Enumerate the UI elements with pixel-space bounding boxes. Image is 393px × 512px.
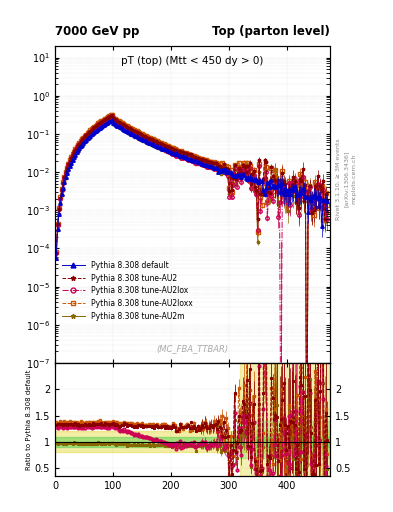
Y-axis label: Ratio to Pythia 8.308 default: Ratio to Pythia 8.308 default	[26, 369, 32, 470]
Text: (MC_FBA_TTBAR): (MC_FBA_TTBAR)	[156, 345, 229, 353]
Text: Top (parton level): Top (parton level)	[212, 26, 330, 38]
Text: mcplots.cern.ch: mcplots.cern.ch	[352, 154, 357, 204]
Text: 7000 GeV pp: 7000 GeV pp	[55, 26, 140, 38]
Bar	[55, 437, 330, 447]
Bar	[55, 432, 330, 453]
Text: [arXiv:1306.3436]: [arXiv:1306.3436]	[344, 151, 349, 207]
Legend: Pythia 8.308 default, Pythia 8.308 tune-AU2, Pythia 8.308 tune-AU2lox, Pythia 8.: Pythia 8.308 default, Pythia 8.308 tune-…	[62, 261, 192, 321]
Text: pT (top) (Mtt < 450 dy > 0): pT (top) (Mtt < 450 dy > 0)	[121, 56, 264, 66]
Text: Rivet 3.1.10, ≥ 3M events: Rivet 3.1.10, ≥ 3M events	[336, 138, 341, 220]
